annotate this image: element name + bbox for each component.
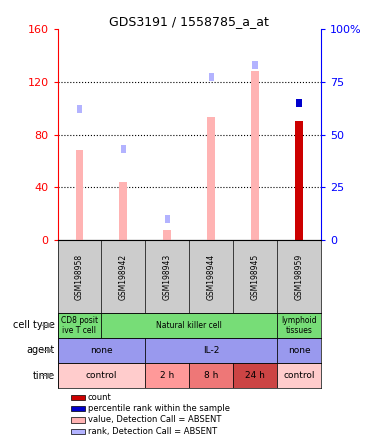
Text: IL-2: IL-2	[203, 346, 219, 355]
Text: GSM198942: GSM198942	[119, 254, 128, 300]
Bar	[76, 151, 83, 240]
Text: GSM198959: GSM198959	[295, 254, 303, 300]
Bar	[70, 417, 85, 423]
Bar	[251, 71, 259, 240]
Text: GSM198944: GSM198944	[207, 254, 216, 300]
Text: rank, Detection Call = ABSENT: rank, Detection Call = ABSENT	[88, 427, 217, 436]
Text: agent: agent	[27, 345, 55, 355]
Bar	[58, 313, 101, 338]
Bar	[295, 121, 303, 240]
Bar	[70, 406, 85, 411]
Bar	[165, 215, 170, 223]
Text: GSM198958: GSM198958	[75, 254, 84, 300]
Bar	[101, 313, 277, 338]
Bar	[145, 363, 189, 388]
Bar	[58, 338, 145, 363]
Bar	[207, 117, 215, 240]
Bar	[121, 145, 126, 153]
Text: Natural killer cell: Natural killer cell	[156, 321, 222, 330]
Text: CD8 posit
ive T cell: CD8 posit ive T cell	[61, 316, 98, 335]
Text: count: count	[88, 393, 112, 402]
Bar	[277, 338, 321, 363]
Text: percentile rank within the sample: percentile rank within the sample	[88, 404, 230, 413]
Text: control: control	[86, 371, 117, 380]
Bar	[277, 363, 321, 388]
Text: none: none	[288, 346, 310, 355]
Bar	[233, 363, 277, 388]
Bar	[277, 313, 321, 338]
Text: control: control	[283, 371, 315, 380]
Bar	[163, 230, 171, 240]
Bar	[70, 395, 85, 400]
Text: time: time	[33, 370, 55, 381]
Text: 2 h: 2 h	[160, 371, 174, 380]
Bar	[145, 338, 277, 363]
Text: lymphoid
tissues: lymphoid tissues	[281, 316, 317, 335]
Bar	[252, 61, 258, 69]
Bar	[189, 363, 233, 388]
Text: GSM198943: GSM198943	[163, 254, 172, 300]
Bar	[70, 429, 85, 434]
Text: 24 h: 24 h	[245, 371, 265, 380]
Title: GDS3191 / 1558785_a_at: GDS3191 / 1558785_a_at	[109, 15, 269, 28]
Text: cell type: cell type	[13, 320, 55, 330]
Bar	[296, 99, 302, 107]
Text: value, Detection Call = ABSENT: value, Detection Call = ABSENT	[88, 416, 221, 424]
Bar	[77, 105, 82, 113]
Bar	[58, 363, 145, 388]
Text: none: none	[90, 346, 113, 355]
Bar	[209, 74, 214, 81]
Text: 8 h: 8 h	[204, 371, 219, 380]
Text: GSM198945: GSM198945	[250, 254, 260, 300]
Bar	[119, 182, 127, 240]
